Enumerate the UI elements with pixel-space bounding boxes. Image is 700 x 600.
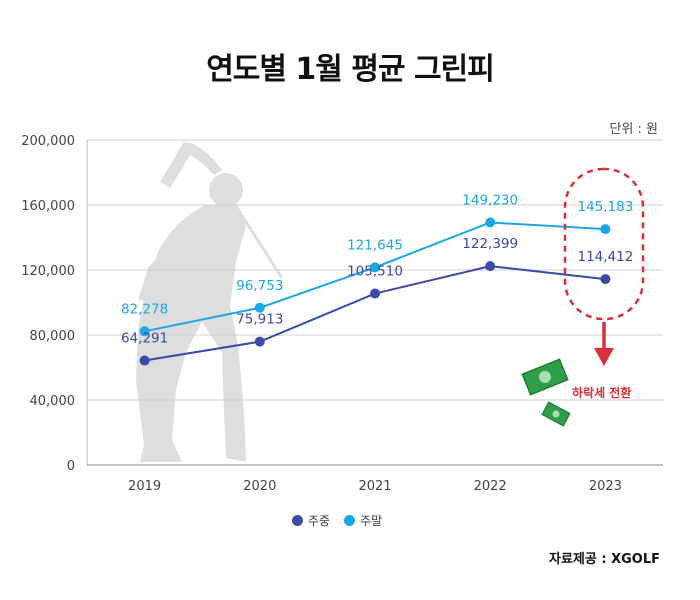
data-point bbox=[485, 217, 496, 228]
data-label: 145,183 bbox=[577, 199, 633, 215]
data-label: 82,278 bbox=[121, 301, 168, 317]
data-label: 114,412 bbox=[577, 249, 633, 265]
legend-dot-weekend bbox=[344, 515, 356, 526]
annotation-text: 하락세 전환 bbox=[572, 385, 631, 400]
gridlines bbox=[87, 139, 663, 401]
y-tick-label: 80,000 bbox=[30, 329, 76, 344]
money-icon-small bbox=[541, 401, 571, 427]
x-tick-label: 2019 bbox=[128, 479, 161, 494]
legend-label-weekday: 주중 bbox=[308, 514, 331, 528]
axes bbox=[86, 140, 663, 466]
data-point bbox=[485, 261, 496, 272]
y-tick-label: 160,000 bbox=[21, 199, 75, 214]
y-tick-label: 200,000 bbox=[21, 134, 75, 149]
data-point bbox=[370, 262, 380, 273]
legend-item-weekend: 주말 bbox=[344, 512, 382, 529]
data-point bbox=[254, 302, 265, 313]
data-point bbox=[370, 288, 380, 299]
decline-annotation: 하락세 전환 bbox=[521, 167, 645, 427]
legend-dot-weekday bbox=[292, 515, 303, 526]
down-arrow-icon bbox=[594, 348, 614, 366]
x-tick-label: 2020 bbox=[243, 479, 276, 494]
data-point bbox=[600, 274, 611, 285]
x-tick-label: 2021 bbox=[358, 479, 391, 494]
data-point bbox=[254, 336, 265, 347]
data-label: 122,399 bbox=[462, 236, 518, 252]
data-point bbox=[139, 326, 150, 337]
y-tick-label: 0 bbox=[67, 459, 75, 474]
data-labels-layer: 64,291 75,913 105,510 122,399 114,412 82,278 9… bbox=[121, 193, 633, 347]
unit-label: 단위 : 원 bbox=[609, 122, 658, 137]
data-label: 149,230 bbox=[462, 193, 518, 209]
y-tick-label: 40,000 bbox=[30, 394, 76, 409]
data-label: 105,510 bbox=[347, 264, 403, 280]
legend-item-weekday: 주중 bbox=[292, 512, 330, 529]
x-tick-label: 2022 bbox=[474, 479, 507, 494]
source-label: 자료제공 : XGOLF bbox=[549, 552, 660, 567]
data-point bbox=[139, 355, 150, 366]
data-point bbox=[600, 224, 611, 235]
series-layer bbox=[139, 217, 611, 366]
data-label: 64,291 bbox=[121, 331, 168, 347]
highlight-dashed-box bbox=[563, 167, 645, 321]
data-label: 121,645 bbox=[347, 237, 403, 253]
data-label: 75,913 bbox=[236, 312, 283, 328]
x-tick-label: 2023 bbox=[589, 479, 622, 494]
golfer-silhouette bbox=[136, 142, 284, 462]
chart-title: 연도별 1월 평균 그린피 bbox=[206, 52, 495, 87]
money-icon bbox=[521, 358, 569, 396]
data-label: 96,753 bbox=[236, 278, 283, 294]
x-axis-ticks: 2019 2020 2021 2022 2023 bbox=[128, 479, 622, 494]
y-tick-label: 120,000 bbox=[21, 264, 75, 279]
legend-label-weekend: 주말 bbox=[360, 514, 383, 528]
y-axis-ticks: 0 40,000 80,000 120,000 160,000 200,000 bbox=[21, 134, 75, 474]
legend: 주중 주말 bbox=[292, 512, 382, 529]
